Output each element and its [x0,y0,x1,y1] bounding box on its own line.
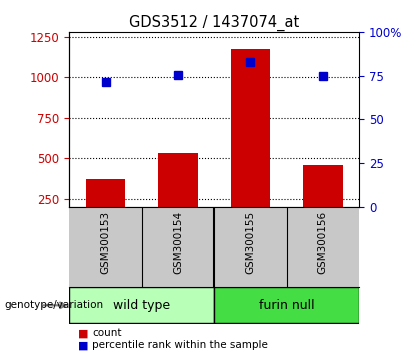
Text: ■: ■ [78,329,88,338]
Text: count: count [92,329,122,338]
Text: percentile rank within the sample: percentile rank within the sample [92,340,268,350]
Text: GSM300156: GSM300156 [318,211,328,274]
Bar [303,165,343,240]
Text: GSM300153: GSM300153 [100,211,110,274]
Text: GSM300154: GSM300154 [173,211,183,274]
Text: genotype/variation: genotype/variation [4,300,103,310]
Bar [86,179,126,240]
Bar [158,153,198,240]
Text: wild type: wild type [113,299,171,312]
Bar [214,287,359,323]
Text: furin null: furin null [259,299,315,312]
Text: GSM300155: GSM300155 [245,211,255,274]
Bar [231,49,270,240]
Text: ■: ■ [78,340,88,350]
Bar [69,287,214,323]
Title: GDS3512 / 1437074_at: GDS3512 / 1437074_at [129,14,299,30]
